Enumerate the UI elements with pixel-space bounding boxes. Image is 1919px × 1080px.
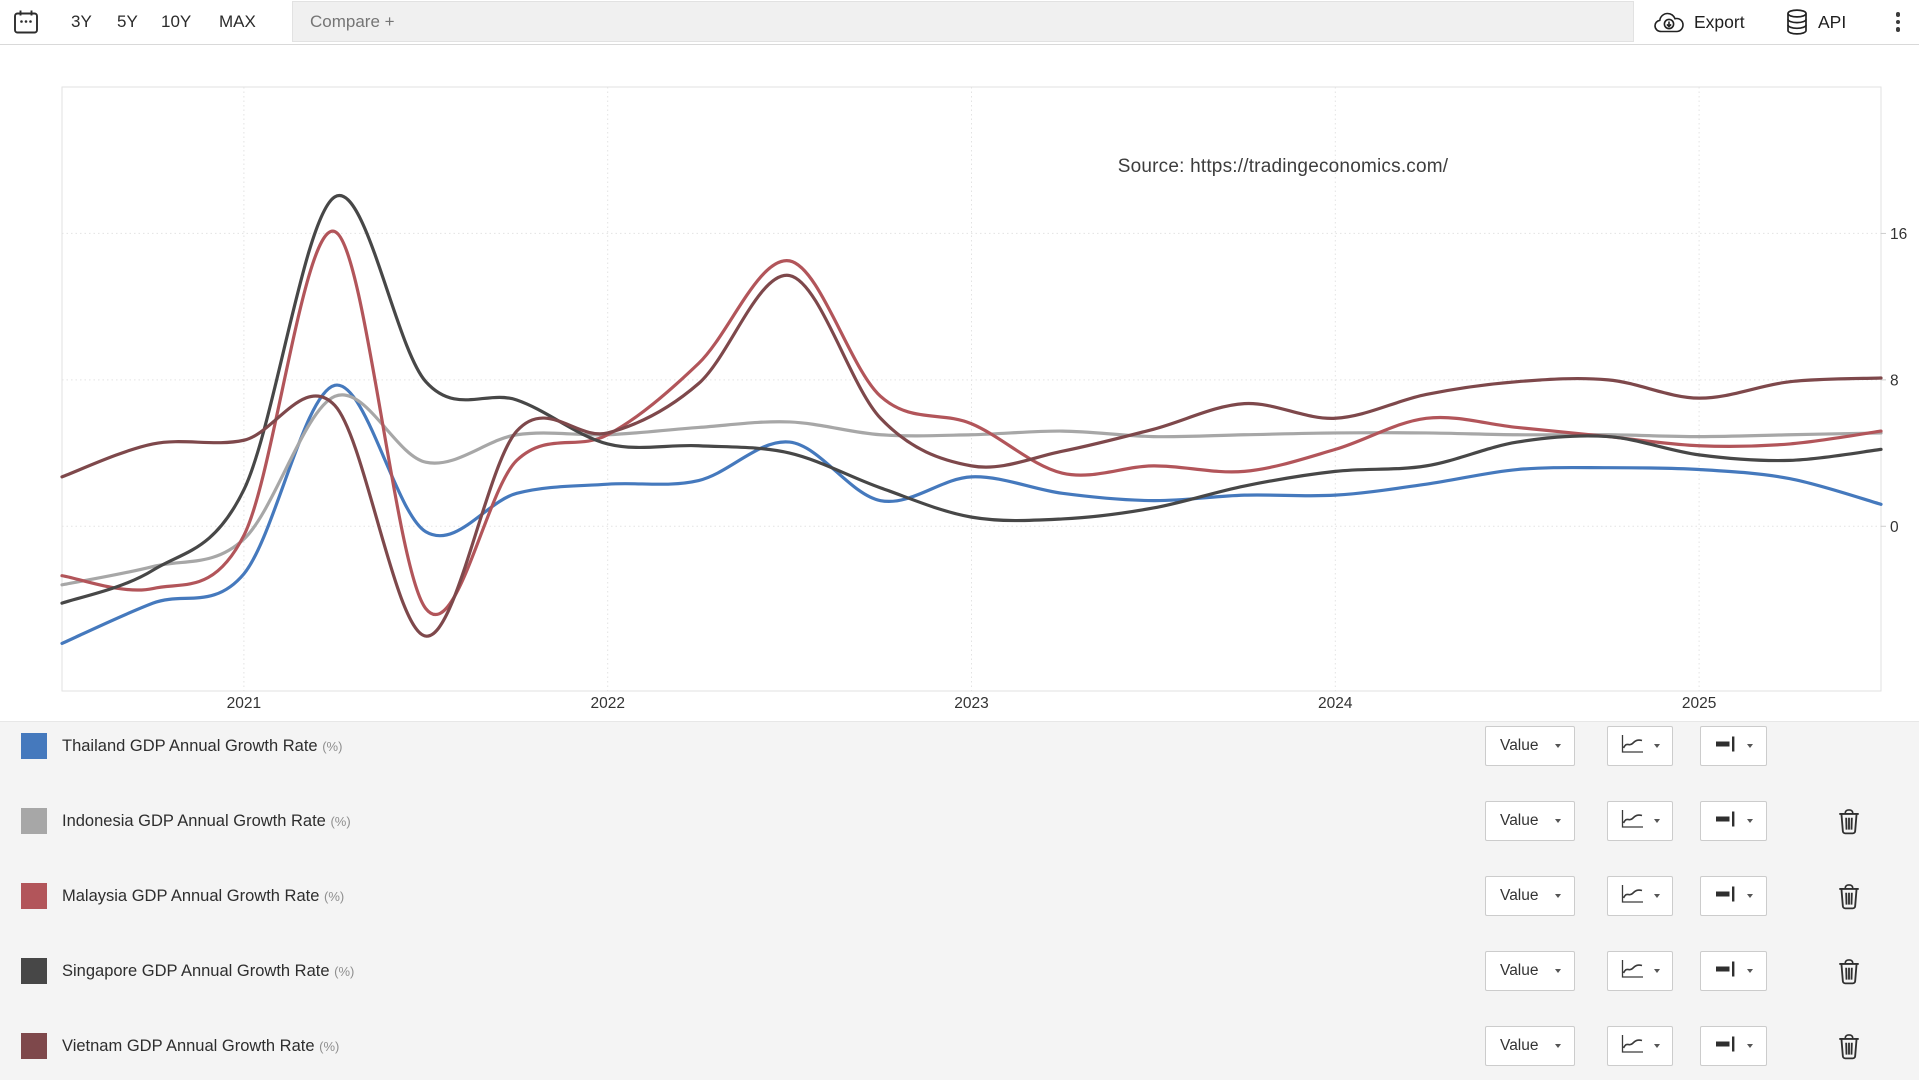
chart-type-dropdown[interactable] <box>1607 876 1673 916</box>
line-chart-icon <box>1620 884 1644 909</box>
value-dropdown[interactable]: Value <box>1485 801 1575 841</box>
svg-text:2023: 2023 <box>954 695 988 712</box>
database-icon <box>1785 8 1809 36</box>
series-label: Vietnam GDP Annual Growth Rate (%) <box>62 1025 339 1067</box>
export-button[interactable]: Export <box>1653 0 1745 44</box>
caret-down-icon <box>1747 744 1753 748</box>
series-unit: (%) <box>334 964 354 979</box>
series-color-swatch <box>21 733 47 759</box>
svg-text:2025: 2025 <box>1682 695 1716 712</box>
series-unit: (%) <box>330 814 350 829</box>
svg-text:8: 8 <box>1890 372 1899 389</box>
series-label: Indonesia GDP Annual Growth Rate (%) <box>62 800 351 842</box>
caret-down-icon <box>1747 819 1753 823</box>
legend-row-thailand: Thailand GDP Annual Growth Rate (%) Valu… <box>0 725 1919 767</box>
chart-type-dropdown[interactable] <box>1607 726 1673 766</box>
legend-row-vietnam: Vietnam GDP Annual Growth Rate (%) Value <box>0 1025 1919 1067</box>
legend-row-malaysia: Malaysia GDP Annual Growth Rate (%) Valu… <box>0 875 1919 917</box>
caret-down-icon <box>1555 1044 1561 1048</box>
svg-text:2021: 2021 <box>227 695 261 712</box>
chart-type-dropdown[interactable] <box>1607 951 1673 991</box>
value-dropdown[interactable]: Value <box>1485 726 1575 766</box>
caret-down-icon <box>1555 744 1561 748</box>
series-unit: (%) <box>322 739 342 754</box>
series-color-swatch <box>21 958 47 984</box>
caret-down-icon <box>1654 819 1660 823</box>
trash-icon[interactable] <box>1836 958 1862 985</box>
legend-row-singapore: Singapore GDP Annual Growth Rate (%) Val… <box>0 950 1919 992</box>
range-button-10y[interactable]: 10Y <box>161 0 191 44</box>
stream-chart-icon <box>1715 735 1737 758</box>
legend-panel: Thailand GDP Annual Growth Rate (%) Valu… <box>0 721 1919 1080</box>
stream-type-dropdown[interactable] <box>1700 951 1767 991</box>
value-dropdown[interactable]: Value <box>1485 951 1575 991</box>
stream-chart-icon <box>1715 1035 1737 1058</box>
caret-down-icon <box>1654 894 1660 898</box>
stream-chart-icon <box>1715 885 1737 908</box>
caret-down-icon <box>1555 969 1561 973</box>
trash-icon[interactable] <box>1836 808 1862 835</box>
svg-text:2024: 2024 <box>1318 695 1353 712</box>
line-chart-icon <box>1620 959 1644 984</box>
caret-down-icon <box>1654 744 1660 748</box>
api-label: API <box>1818 12 1846 33</box>
value-dropdown[interactable]: Value <box>1485 1026 1575 1066</box>
series-label: Singapore GDP Annual Growth Rate (%) <box>62 950 354 992</box>
stream-chart-icon <box>1715 960 1737 983</box>
cloud-download-icon <box>1653 11 1685 34</box>
chart-type-dropdown[interactable] <box>1607 1026 1673 1066</box>
line-chart-icon <box>1620 1034 1644 1059</box>
trash-icon[interactable] <box>1836 883 1862 910</box>
series-color-swatch <box>21 1033 47 1059</box>
stream-type-dropdown[interactable] <box>1700 1026 1767 1066</box>
caret-down-icon <box>1555 819 1561 823</box>
stream-type-dropdown[interactable] <box>1700 726 1767 766</box>
series-color-swatch <box>21 808 47 834</box>
stream-type-dropdown[interactable] <box>1700 801 1767 841</box>
kebab-menu-icon[interactable] <box>1888 0 1908 44</box>
export-label: Export <box>1694 12 1745 33</box>
trash-icon[interactable] <box>1836 1033 1862 1060</box>
svg-text:16: 16 <box>1890 226 1907 243</box>
value-dropdown[interactable]: Value <box>1485 876 1575 916</box>
caret-down-icon <box>1654 1044 1660 1048</box>
svg-text:0: 0 <box>1890 519 1899 536</box>
toolbar: 3Y 5Y 10Y MAX Export <box>0 0 1919 45</box>
source-annotation: Source: https://tradingeconomics.com/ <box>1083 156 1483 178</box>
calendar-icon[interactable] <box>12 8 40 36</box>
compare-input[interactable] <box>292 1 1634 42</box>
caret-down-icon <box>1747 1044 1753 1048</box>
stream-type-dropdown[interactable] <box>1700 876 1767 916</box>
line-chart-icon <box>1620 809 1644 834</box>
chart-plot[interactable]: 16 8 0 2021 2022 2023 2024 2025 <box>0 0 1919 721</box>
caret-down-icon <box>1654 969 1660 973</box>
range-button-3y[interactable]: 3Y <box>71 0 92 44</box>
series-unit: (%) <box>319 1039 339 1054</box>
caret-down-icon <box>1555 894 1561 898</box>
svg-text:2022: 2022 <box>590 695 624 712</box>
chart-section: 16 8 0 2021 2022 2023 2024 2025 Source: https:/… <box>0 0 1919 721</box>
series-label: Thailand GDP Annual Growth Rate (%) <box>62 725 342 767</box>
caret-down-icon <box>1747 969 1753 973</box>
range-button-max[interactable]: MAX <box>219 0 256 44</box>
api-button[interactable]: API <box>1785 0 1846 44</box>
series-unit: (%) <box>324 889 344 904</box>
series-label: Malaysia GDP Annual Growth Rate (%) <box>62 875 344 917</box>
line-chart-icon <box>1620 734 1644 759</box>
legend-row-indonesia: Indonesia GDP Annual Growth Rate (%) Val… <box>0 800 1919 842</box>
stream-chart-icon <box>1715 810 1737 833</box>
chart-type-dropdown[interactable] <box>1607 801 1673 841</box>
series-color-swatch <box>21 883 47 909</box>
caret-down-icon <box>1747 894 1753 898</box>
range-button-5y[interactable]: 5Y <box>117 0 138 44</box>
